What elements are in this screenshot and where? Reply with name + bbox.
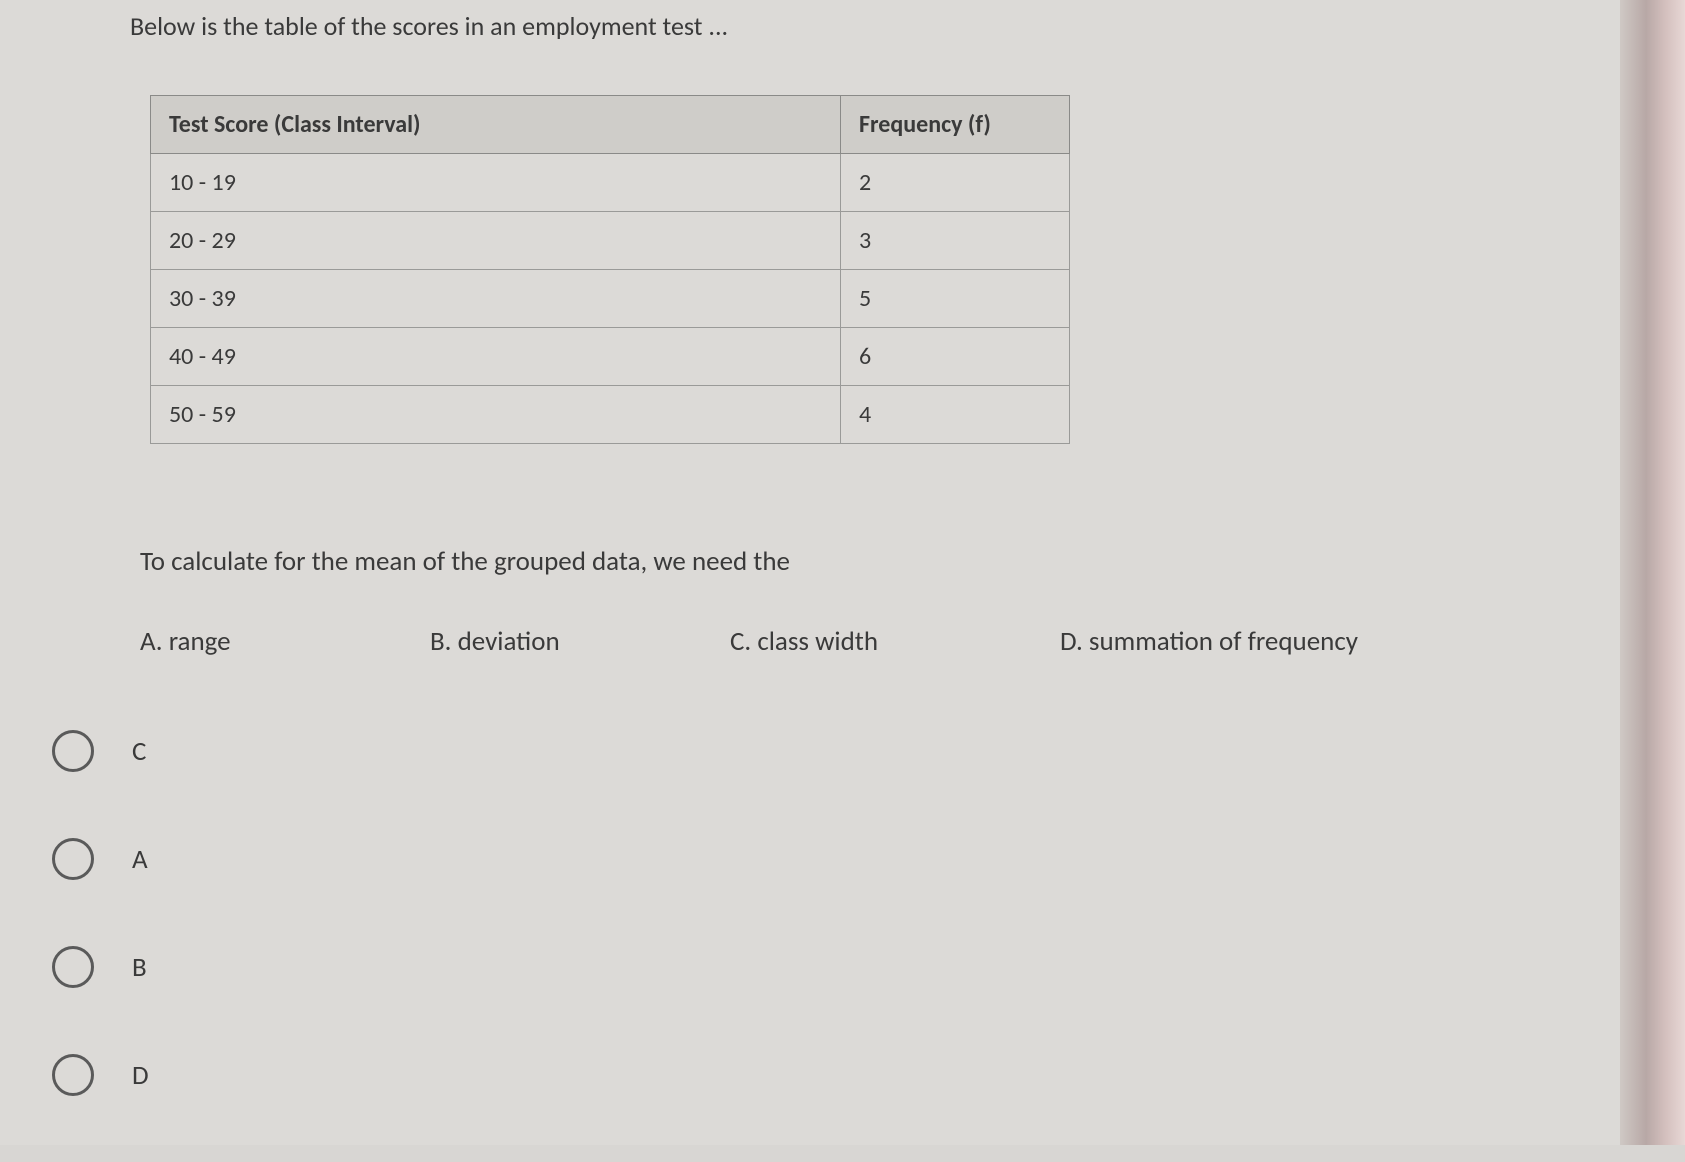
radio-circle-icon[interactable] [52,946,94,988]
cell-interval: 10 - 19 [151,154,841,212]
radio-option-a[interactable]: A [52,838,149,880]
choice-c: C. class width [730,625,1060,658]
choice-d: D. summation of frequency [1060,625,1620,658]
radio-circle-icon[interactable] [52,1054,94,1096]
page-edge-shadow [1620,0,1685,1145]
score-frequency-table: Test Score (Class Interval) Frequency (f… [150,95,1070,444]
choice-b: B. deviation [430,625,730,658]
radio-label: B [132,951,147,984]
radio-label: A [132,843,148,876]
radio-circle-icon[interactable] [52,730,94,772]
cell-interval: 30 - 39 [151,270,841,328]
cell-frequency: 2 [841,154,1070,212]
radio-circle-icon[interactable] [52,838,94,880]
table-row: 10 - 19 2 [151,154,1070,212]
radio-label: D [132,1059,149,1092]
question-prompt: To calculate for the mean of the grouped… [140,545,790,578]
cell-interval: 50 - 59 [151,386,841,444]
header-class-interval: Test Score (Class Interval) [151,96,841,154]
cell-interval: 40 - 49 [151,328,841,386]
radio-option-b[interactable]: B [52,946,149,988]
header-frequency: Frequency (f) [841,96,1070,154]
cell-frequency: 4 [841,386,1070,444]
choice-a: A. range [140,625,430,658]
cell-frequency: 3 [841,212,1070,270]
radio-label: C [132,735,146,768]
table-row: 20 - 29 3 [151,212,1070,270]
table-row: 30 - 39 5 [151,270,1070,328]
answer-choices-row: A. range B. deviation C. class width D. … [140,625,1620,658]
radio-option-d[interactable]: D [52,1054,149,1096]
answer-radio-group: C A B D [52,730,149,1162]
table-row: 40 - 49 6 [151,328,1070,386]
table-header-row: Test Score (Class Interval) Frequency (f… [151,96,1070,154]
question-intro-text: Below is the table of the scores in an e… [130,10,728,42]
cell-interval: 20 - 29 [151,212,841,270]
table-row: 50 - 59 4 [151,386,1070,444]
question-page: Below is the table of the scores in an e… [0,0,1620,1145]
cell-frequency: 5 [841,270,1070,328]
cell-frequency: 6 [841,328,1070,386]
radio-option-c[interactable]: C [52,730,149,772]
